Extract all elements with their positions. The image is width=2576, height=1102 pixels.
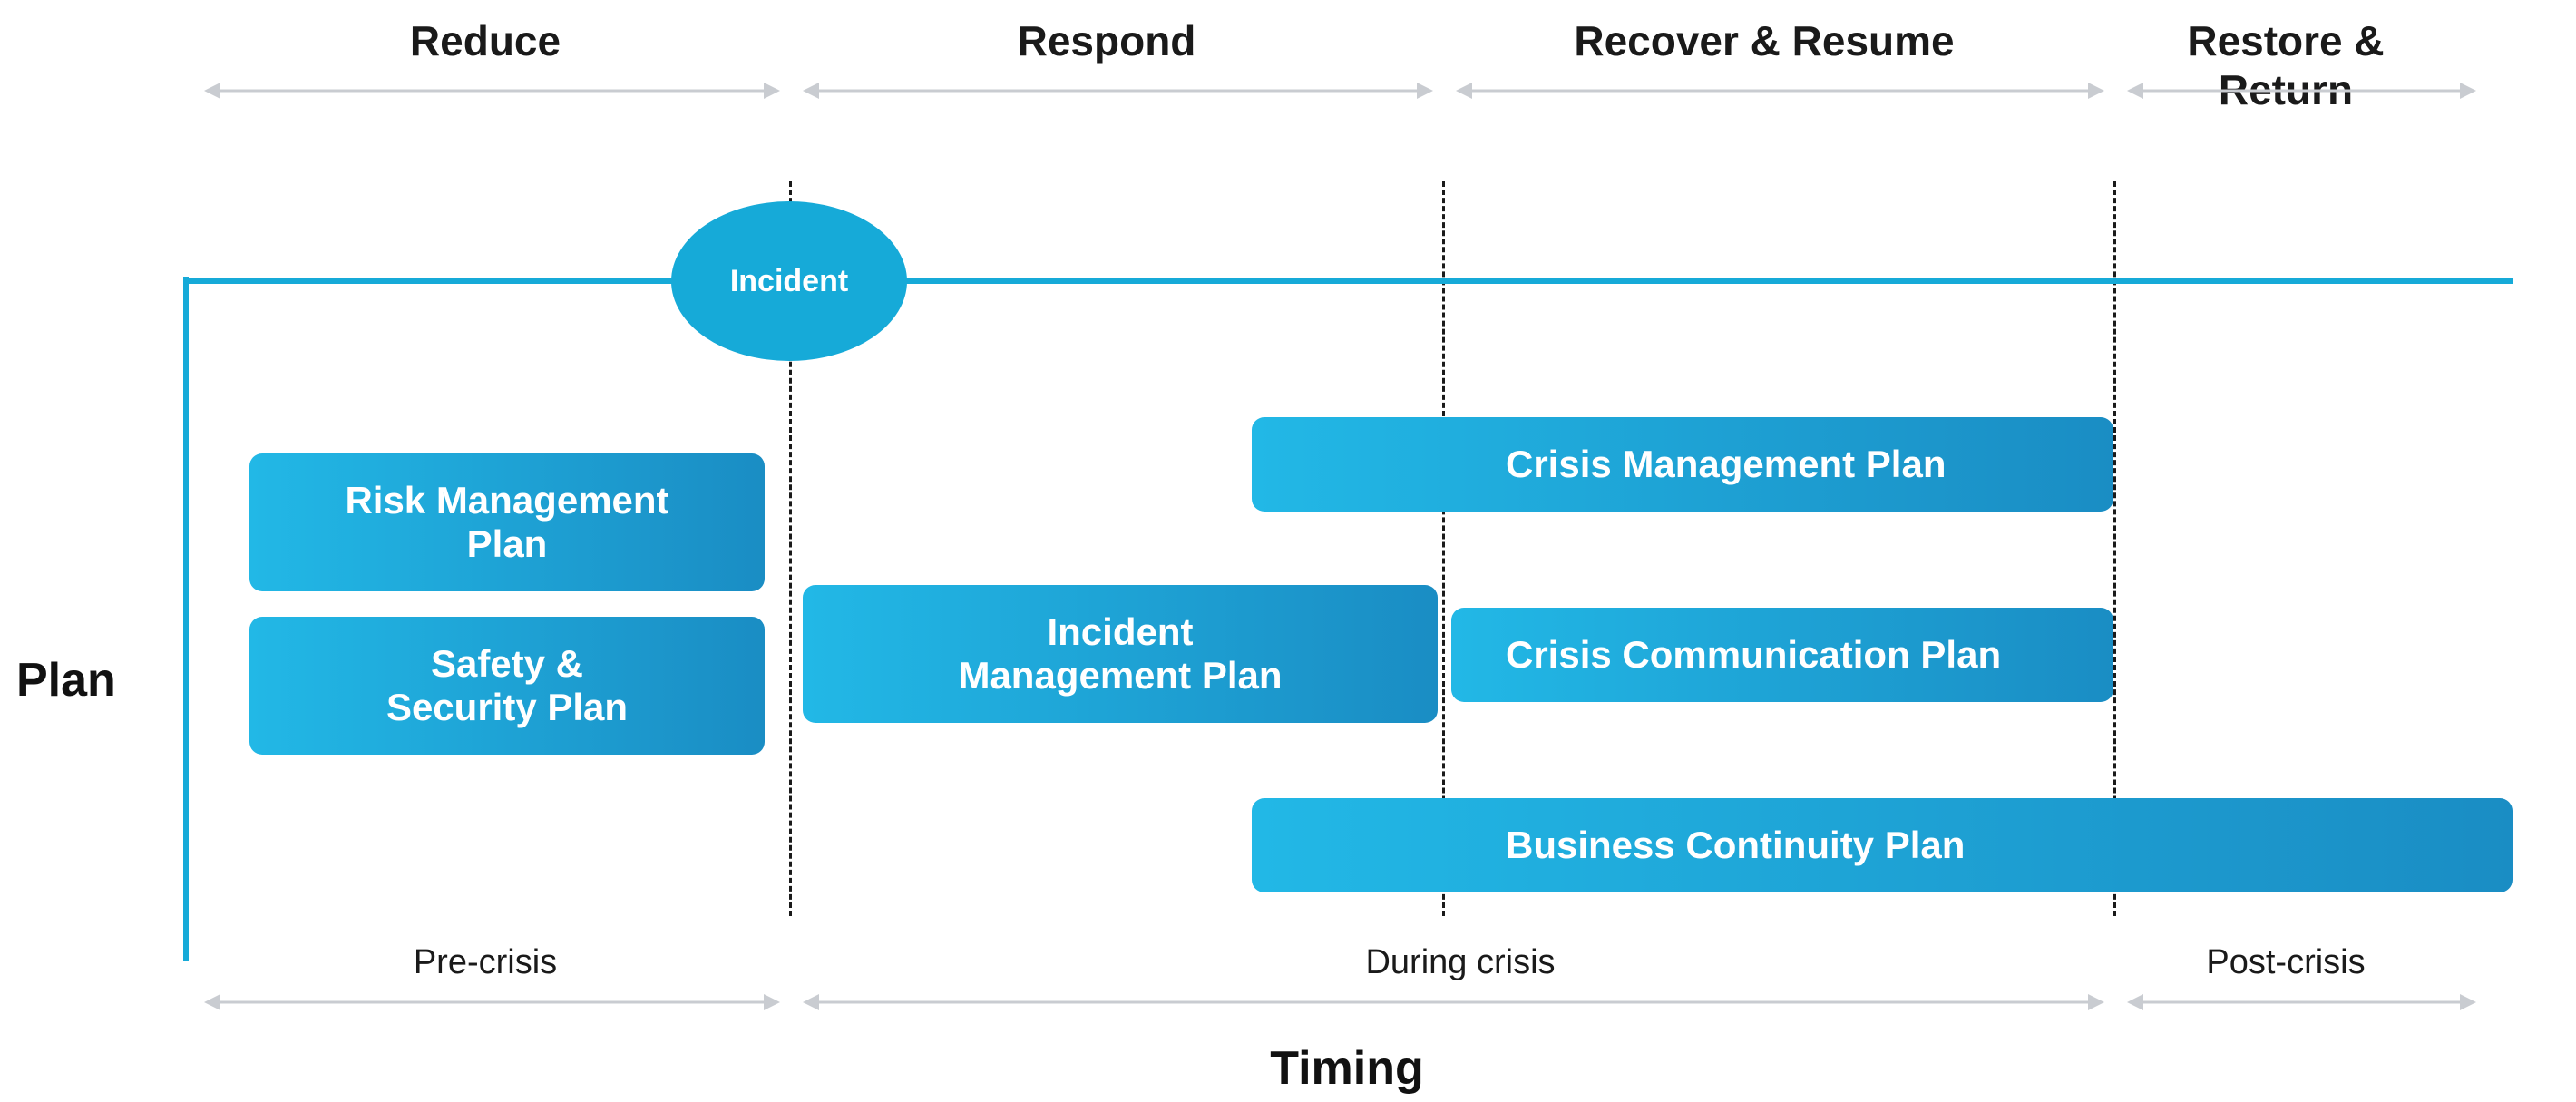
plan-axis-label: Plan (16, 653, 116, 707)
timing-label-1: During crisis (1365, 943, 1555, 982)
plan-bar-1: Safety &Security Plan (249, 617, 765, 755)
timeline-horizontal (186, 278, 2513, 284)
timing-arrow-2 (2127, 990, 2476, 1015)
phase-label-2: Recover & Resume (1574, 16, 1954, 65)
phase-arrow-2 (1456, 78, 2104, 103)
plan-axis-line (183, 277, 189, 961)
timing-label-2: Post-crisis (2206, 943, 2365, 982)
crisis-plan-timeline-diagram: ReduceRespondRecover & ResumeRestore & R… (0, 0, 2576, 1102)
timing-axis-label: Timing (1270, 1041, 1423, 1096)
plan-bar-4: Crisis Communication Plan (1451, 608, 2113, 702)
phase-label-1: Respond (1018, 16, 1196, 65)
timing-arrow-1 (803, 990, 2104, 1015)
phase-arrow-0 (204, 78, 780, 103)
plan-bar-0: Risk ManagementPlan (249, 453, 765, 591)
plan-bar-3: Crisis Management Plan (1252, 417, 2113, 512)
phase-arrow-3 (2127, 78, 2476, 103)
plan-bar-5: Business Continuity Plan (1252, 798, 2513, 892)
timing-arrow-0 (204, 990, 780, 1015)
plan-bar-2: IncidentManagement Plan (803, 585, 1438, 723)
timing-label-0: Pre-crisis (414, 943, 557, 982)
phase-label-0: Reduce (410, 16, 561, 65)
phase-arrow-1 (803, 78, 1433, 103)
incident-marker: Incident (671, 201, 907, 361)
